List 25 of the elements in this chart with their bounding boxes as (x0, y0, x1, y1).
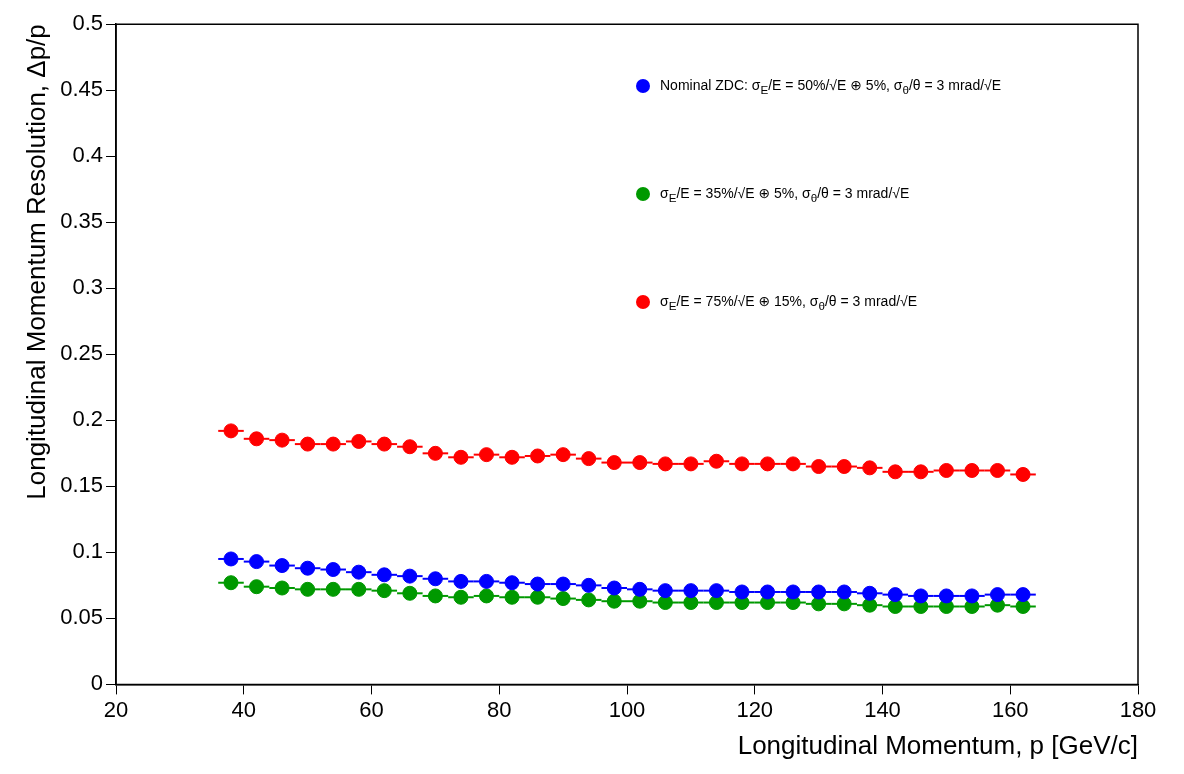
y-tick-label: 0.45 (60, 76, 104, 102)
y-tick-label: 0.2 (72, 406, 104, 432)
y-tick-label: 0.25 (60, 340, 104, 366)
y-tick-label: 0.1 (72, 538, 104, 564)
x-tick-label: 80 (487, 696, 512, 722)
y-tick-label: 0.3 (72, 274, 104, 300)
x-tick-label: 40 (231, 696, 257, 722)
y-tick-label: 0.05 (60, 604, 104, 630)
legend-label: σ$_{E}$/E = 75%/√E ⊕ 15%, σ$_{θ}$/θ = 3 mrad/√E (660, 292, 918, 312)
y-tick-label: 0.35 (60, 208, 104, 234)
x-tick-label: 100 (608, 696, 646, 722)
y-tick-label: 0.4 (72, 142, 104, 168)
y-tick-label: 0 (90, 670, 104, 696)
x-tick-label: 20 (103, 696, 129, 722)
x-tick-label: 160 (991, 696, 1029, 722)
y-tick-label: 0.15 (60, 472, 104, 498)
legend-label: Nominal ZDC: σ$_{E}$/E = 50%/√E ⊕ 5%, σ$_{θ}$/θ = 3 mrad/√E (660, 76, 1002, 96)
x-tick-label: 120 (736, 696, 774, 722)
x-tick-label: 140 (864, 696, 901, 722)
x-tick-label: 180 (1119, 696, 1157, 722)
y-tick-label: 0.5 (72, 10, 104, 36)
legend-label: σ$_{E}$/E = 35%/√E ⊕ 5%, σ$_{θ}$/θ = 3 mrad/√E (660, 184, 910, 204)
y-axis-title: Longitudinal Momentum Resolution, Δp/p (20, 24, 51, 500)
x-axis-title: Longitudinal Momentum, p [GeV/c] (737, 729, 1138, 760)
x-tick-label: 60 (359, 696, 384, 722)
